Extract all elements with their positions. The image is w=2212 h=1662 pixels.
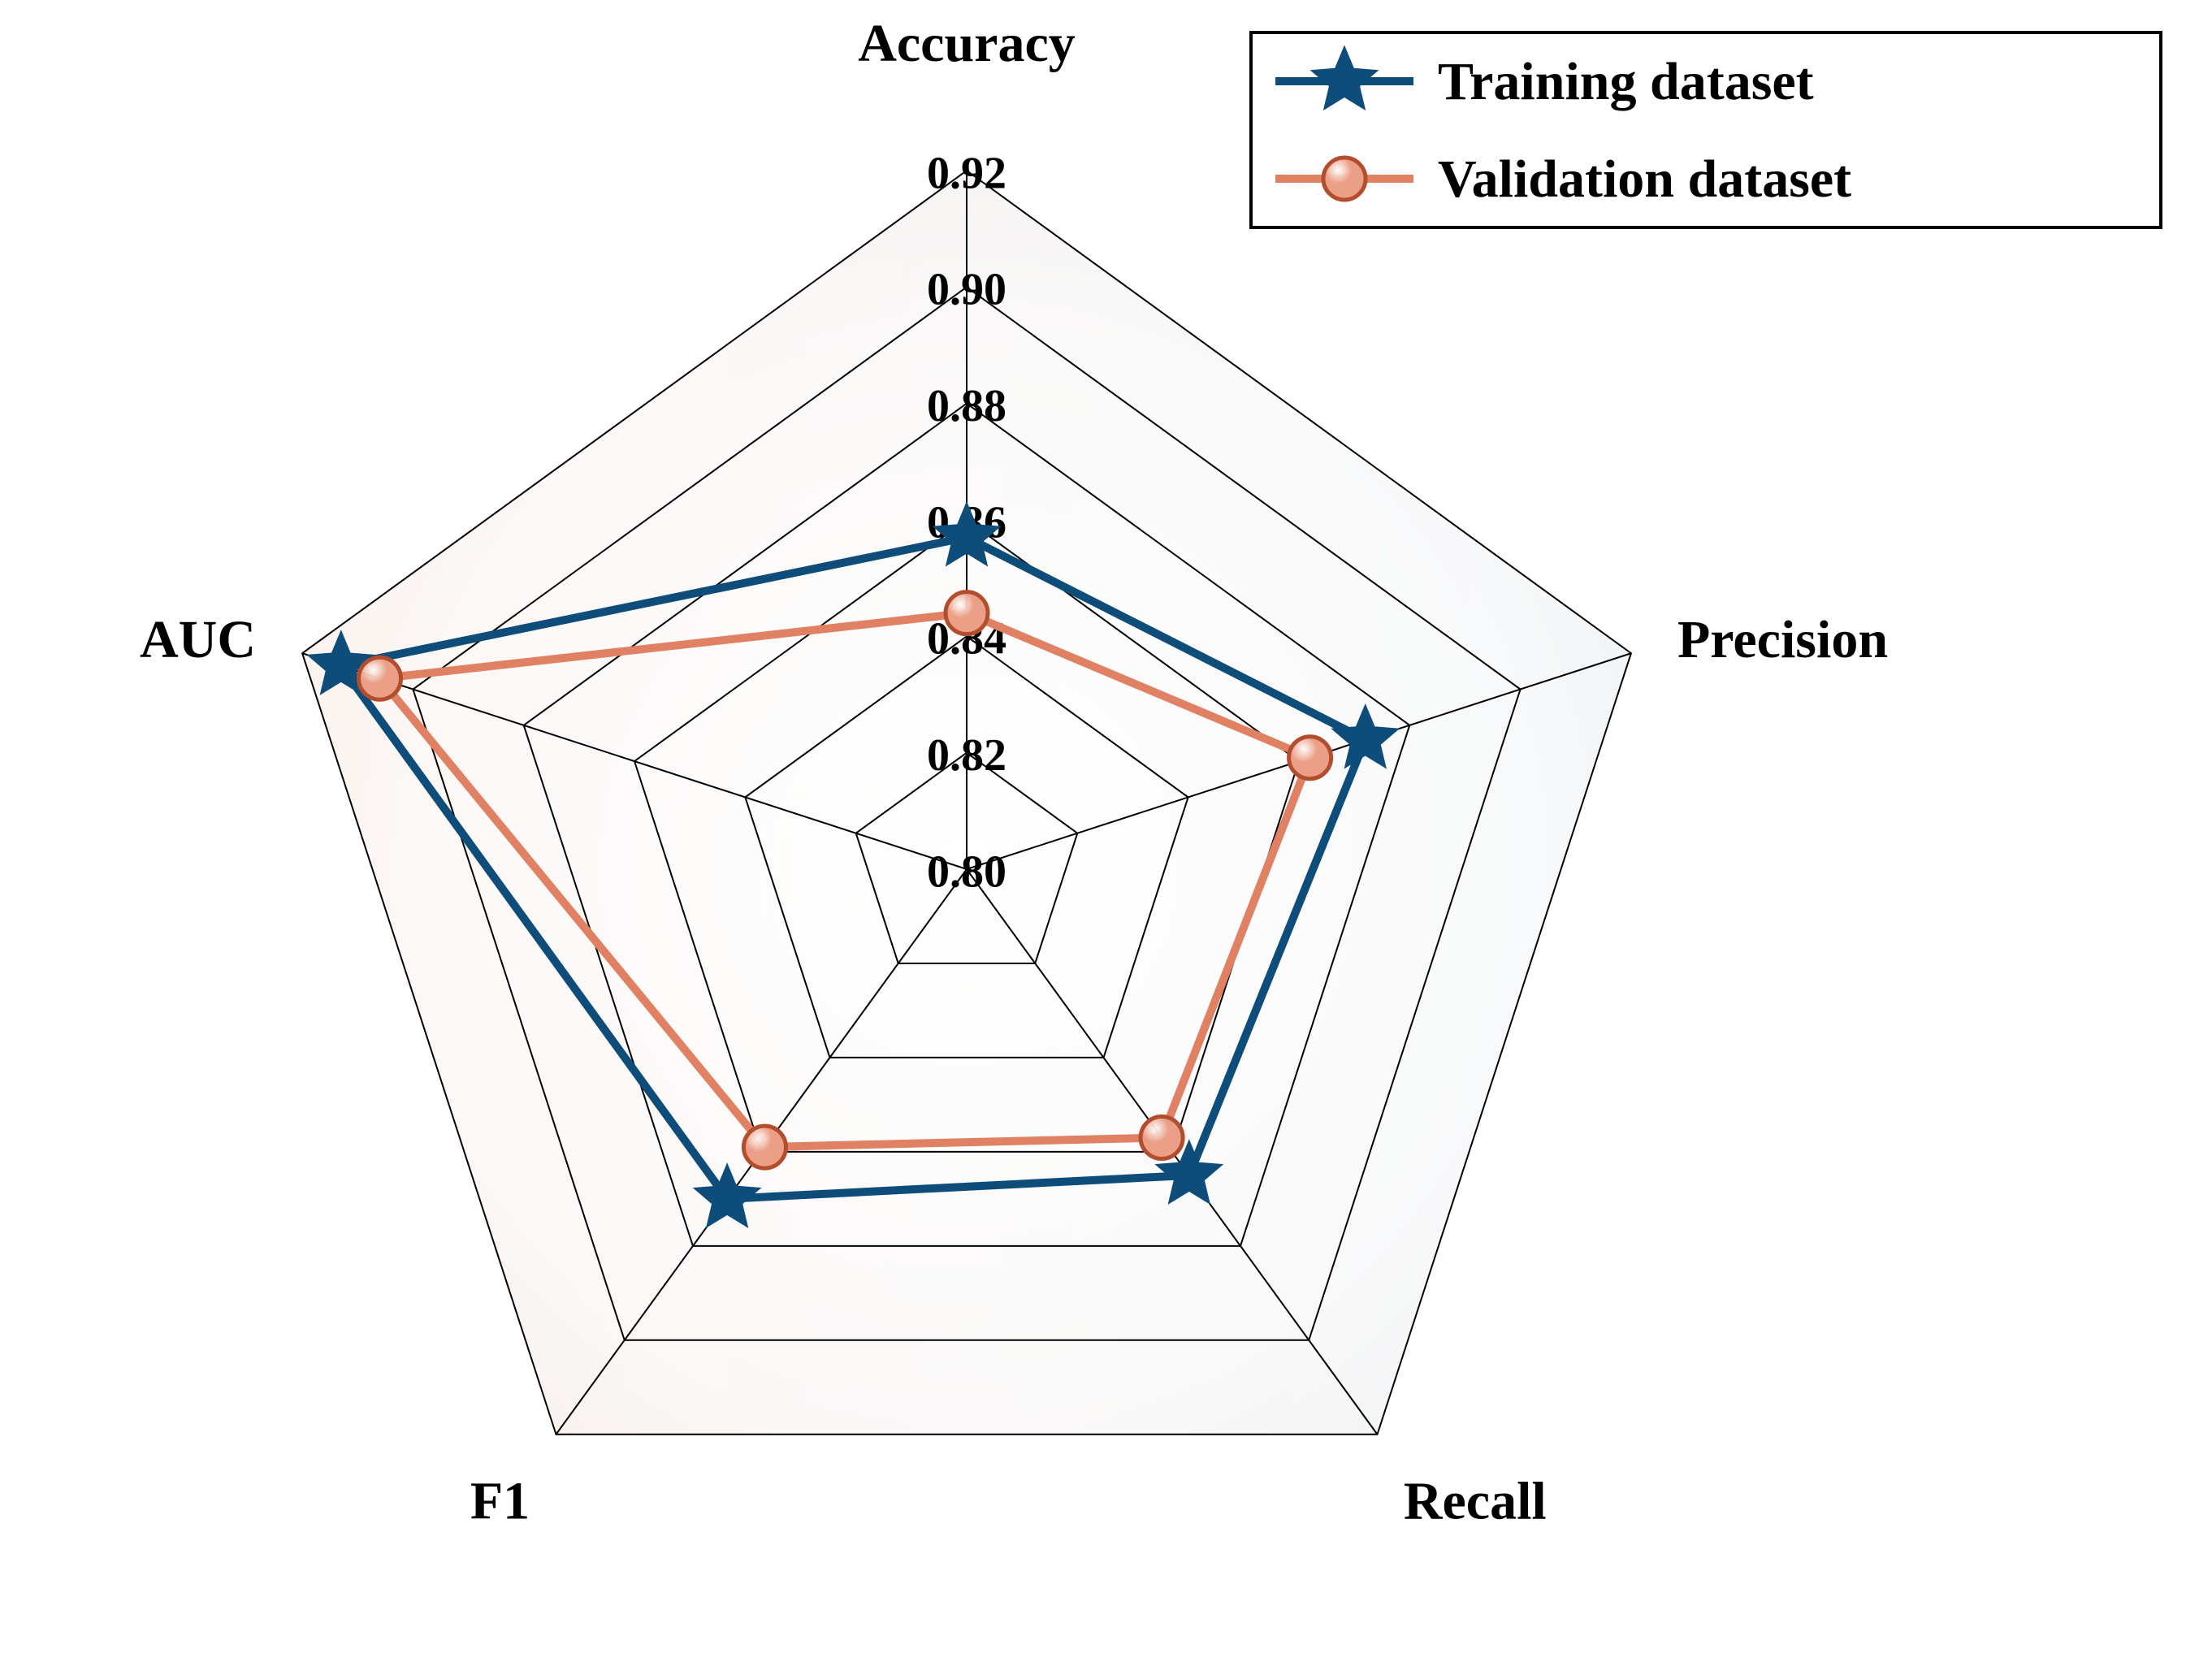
radar-chart-container: 0.800.820.840.860.880.900.92AccuracyPrec… — [0, 0, 2212, 1662]
circle-marker — [1289, 737, 1331, 779]
legend-item-label: Validation dataset — [1438, 149, 1851, 209]
circle-marker — [1141, 1116, 1183, 1158]
radial-tick-label: 0.90 — [927, 265, 1006, 315]
axis-label-f1: F1 — [470, 1472, 530, 1531]
legend-item-label: Training dataset — [1438, 52, 1814, 111]
axis-label-auc: AUC — [140, 610, 256, 669]
circle-marker — [1323, 158, 1366, 200]
radial-tick-label: 0.82 — [927, 730, 1006, 781]
axis-label-recall: Recall — [1404, 1472, 1547, 1531]
radial-tick-label: 0.92 — [927, 148, 1006, 198]
legend: Training dataset Validation dataset — [1251, 32, 2161, 227]
axis-label-precision: Precision — [1677, 610, 1888, 669]
radar-chart: 0.800.820.840.860.880.900.92AccuracyPrec… — [0, 0, 2212, 1662]
radial-tick-label: 0.80 — [927, 846, 1006, 897]
circle-marker — [359, 657, 401, 699]
radial-tick-label: 0.88 — [927, 381, 1006, 431]
circle-marker — [946, 592, 988, 634]
circle-marker — [743, 1126, 786, 1168]
axis-label-accuracy: Accuracy — [858, 14, 1076, 73]
